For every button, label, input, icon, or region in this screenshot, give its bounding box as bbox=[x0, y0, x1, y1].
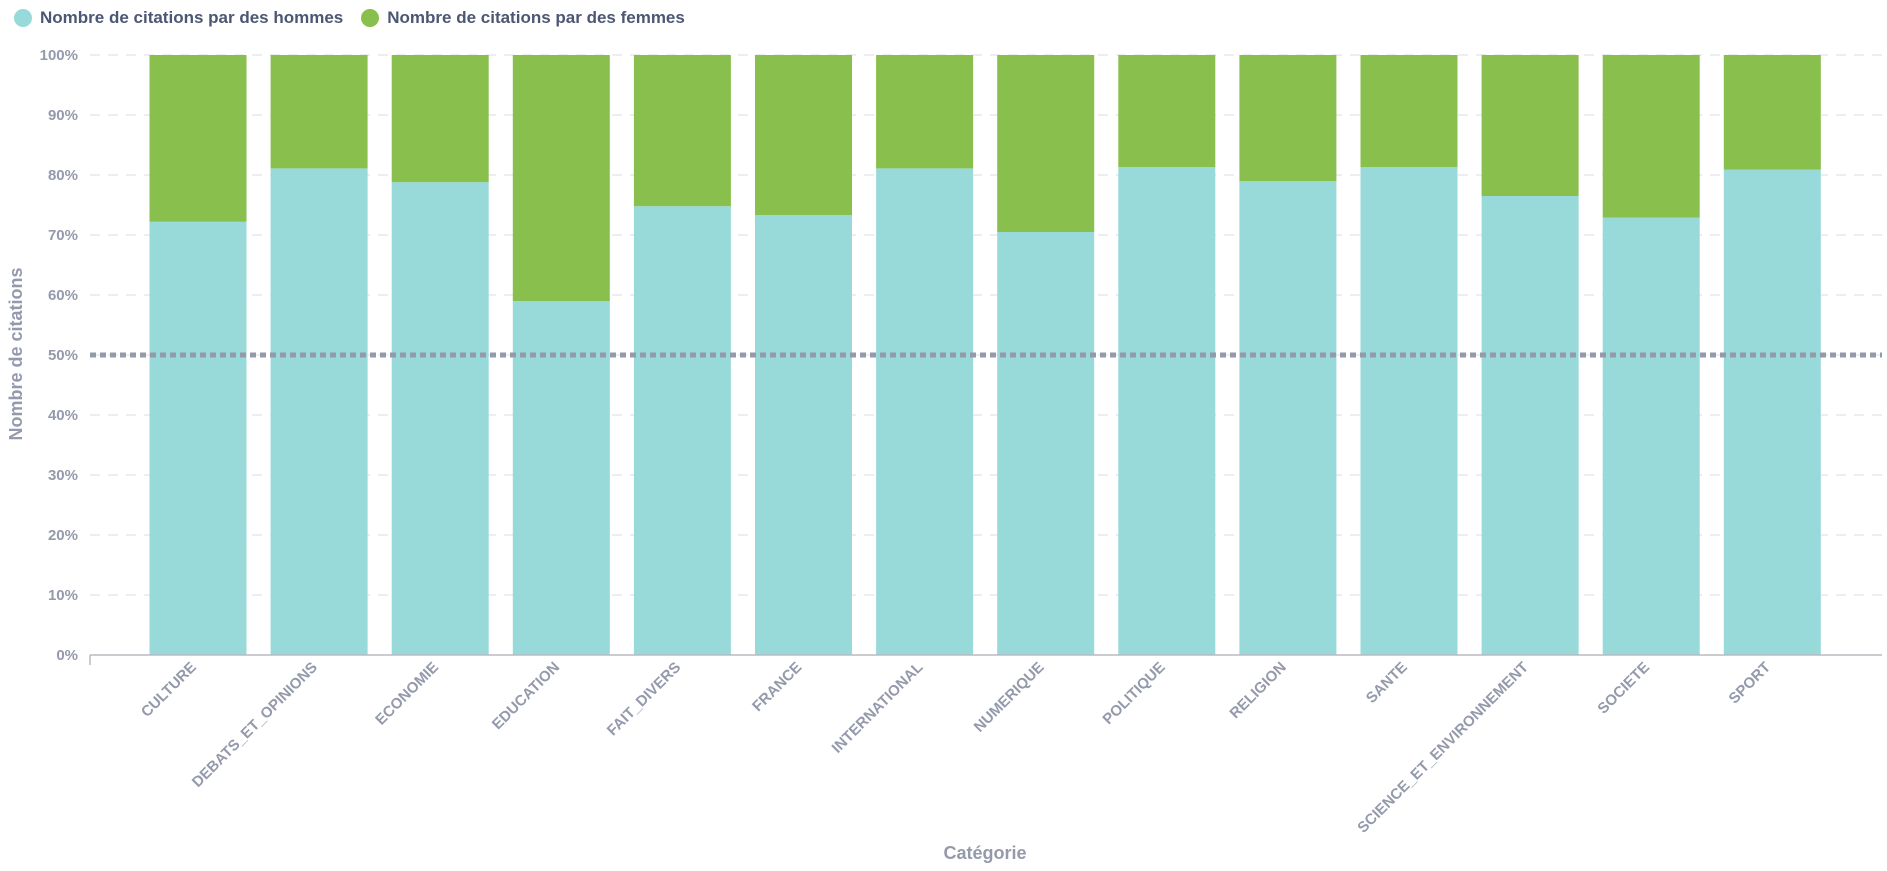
bar-women[interactable] bbox=[1602, 55, 1700, 218]
bar-men[interactable] bbox=[1602, 217, 1700, 655]
y-axis-title: Nombre de citations bbox=[6, 267, 26, 440]
x-tick-label: SPORT bbox=[1726, 659, 1775, 708]
x-tick-label: SOCIETE bbox=[1594, 659, 1653, 718]
y-tick-label: 20% bbox=[48, 527, 78, 544]
x-tick-label: FAIT_DIVERS bbox=[604, 659, 684, 739]
circle-icon bbox=[14, 9, 32, 27]
bar-women[interactable] bbox=[1118, 55, 1216, 168]
y-tick-label: 50% bbox=[48, 347, 78, 364]
bar-men[interactable] bbox=[876, 168, 974, 655]
bar-men[interactable] bbox=[1481, 196, 1579, 655]
bar-men[interactable] bbox=[997, 232, 1095, 655]
bar-men[interactable] bbox=[270, 168, 368, 655]
x-tick-label: DEBATS_ET_OPINIONS bbox=[189, 659, 321, 791]
x-axis-title: Catégorie bbox=[943, 843, 1026, 863]
y-tick-label: 90% bbox=[48, 107, 78, 124]
x-tick-label: FRANCE bbox=[749, 659, 805, 715]
bars bbox=[149, 55, 1821, 656]
x-tick-label: RELIGION bbox=[1226, 659, 1289, 722]
bar-men[interactable] bbox=[1239, 181, 1337, 655]
bar-women[interactable] bbox=[149, 55, 247, 222]
y-tick-label: 80% bbox=[48, 167, 78, 184]
y-tick-label: 10% bbox=[48, 587, 78, 604]
x-tick-label: NUMERIQUE bbox=[971, 659, 1048, 736]
y-tick-labels: 0% 10% 20% 30% 40% 50% 60% 70% 80% 90% 100% bbox=[40, 47, 78, 664]
bar-men[interactable] bbox=[755, 215, 852, 655]
axes bbox=[89, 654, 1882, 665]
bar-women[interactable] bbox=[755, 55, 852, 216]
bar-men[interactable] bbox=[512, 301, 610, 655]
legend: Nombre de citations par des hommes Nombr… bbox=[14, 6, 703, 30]
bar-women[interactable] bbox=[391, 55, 489, 183]
legend-label-women: Nombre de citations par des femmes bbox=[387, 8, 685, 27]
bar-men[interactable] bbox=[633, 206, 731, 655]
bar-men[interactable] bbox=[1360, 167, 1458, 655]
y-tick-label: 40% bbox=[48, 407, 78, 424]
bar-women[interactable] bbox=[512, 55, 610, 301]
x-tick-label: SANTE bbox=[1363, 659, 1411, 707]
x-tick-label: INTERNATIONAL bbox=[829, 659, 927, 757]
legend-item-women[interactable]: Nombre de citations par des femmes bbox=[361, 8, 685, 28]
y-tick-label: 30% bbox=[48, 467, 78, 484]
x-tick-label: POLITIQUE bbox=[1099, 659, 1168, 728]
bar-women[interactable] bbox=[997, 55, 1095, 232]
bar-women[interactable] bbox=[270, 55, 368, 169]
bar-women[interactable] bbox=[1481, 55, 1579, 196]
bar-women[interactable] bbox=[633, 55, 731, 207]
circle-icon bbox=[361, 9, 380, 27]
legend-label-men: Nombre de citations par des hommes bbox=[40, 8, 344, 27]
bar-women[interactable] bbox=[1239, 55, 1337, 181]
bar-women[interactable] bbox=[876, 55, 974, 169]
bar-men[interactable] bbox=[149, 221, 247, 656]
bar-men[interactable] bbox=[391, 182, 489, 655]
x-tick-label: CULTURE bbox=[138, 659, 200, 721]
x-tick-label: ECONOMIE bbox=[372, 659, 442, 729]
bar-men[interactable] bbox=[1723, 169, 1821, 655]
bar-men[interactable] bbox=[1118, 167, 1216, 655]
y-tick-label: 60% bbox=[48, 287, 78, 304]
x-tick-label: EDUCATION bbox=[489, 659, 563, 733]
bar-women[interactable] bbox=[1723, 55, 1821, 170]
bar-women[interactable] bbox=[1360, 55, 1458, 168]
legend-item-men[interactable]: Nombre de citations par des hommes bbox=[14, 8, 343, 28]
y-tick-label: 100% bbox=[40, 47, 78, 64]
y-tick-label: 70% bbox=[48, 227, 78, 244]
y-tick-label: 0% bbox=[56, 647, 78, 664]
